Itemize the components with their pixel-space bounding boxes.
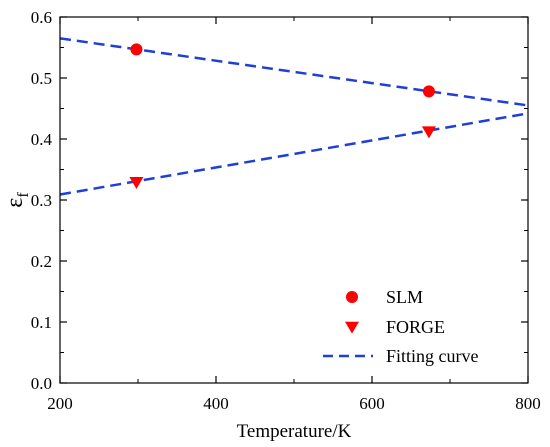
point-forge xyxy=(421,126,436,139)
y-axis-title: εf xyxy=(2,192,32,208)
y-tick-label: 0.5 xyxy=(31,69,52,88)
point-forge xyxy=(129,177,144,189)
legend-forge-marker xyxy=(345,321,359,334)
legend-slm-label: SLM xyxy=(386,287,423,307)
legend-item-fitting-curve: Fitting curve xyxy=(323,346,479,366)
x-tick-label: 800 xyxy=(515,394,541,413)
y-tick-label: 0.6 xyxy=(31,8,52,27)
legend-forge-label: FORGE xyxy=(386,317,445,337)
y-tick-label: 0.4 xyxy=(31,130,53,149)
point-slm xyxy=(422,85,435,98)
y-tick-label: 0.2 xyxy=(31,252,52,271)
axis-ticks: 200 400 600 800 0.0 0.1 0.2 0.3 0.4 0.5 0.6 xyxy=(31,8,541,413)
x-axis-title: Temperature/K xyxy=(237,421,352,442)
point-slm xyxy=(130,43,143,56)
y-axis-title-base: ε xyxy=(2,198,28,208)
y-tick-label: 0.3 xyxy=(31,191,52,210)
legend-item-forge: FORGE xyxy=(345,317,445,337)
fit-lines xyxy=(59,37,529,196)
y-tick-label: 0.1 xyxy=(31,313,52,332)
legend-fitting-curve-label: Fitting curve xyxy=(386,346,479,366)
y-tick-label: 0.0 xyxy=(31,374,52,393)
plot-area-frame xyxy=(59,16,529,384)
x-tick-label: 600 xyxy=(359,394,385,413)
x-tick-label: 200 xyxy=(47,394,73,413)
legend-item-slm: SLM xyxy=(346,287,423,307)
x-tick-label: 400 xyxy=(203,394,229,413)
legend-slm-marker xyxy=(346,291,358,303)
fit-line-forge xyxy=(59,112,529,196)
data-points xyxy=(129,43,436,189)
legend: SLM FORGE Fitting curve xyxy=(323,287,479,366)
fit-line-slm xyxy=(59,37,529,107)
y-axis-title-subscript: f xyxy=(15,192,32,198)
